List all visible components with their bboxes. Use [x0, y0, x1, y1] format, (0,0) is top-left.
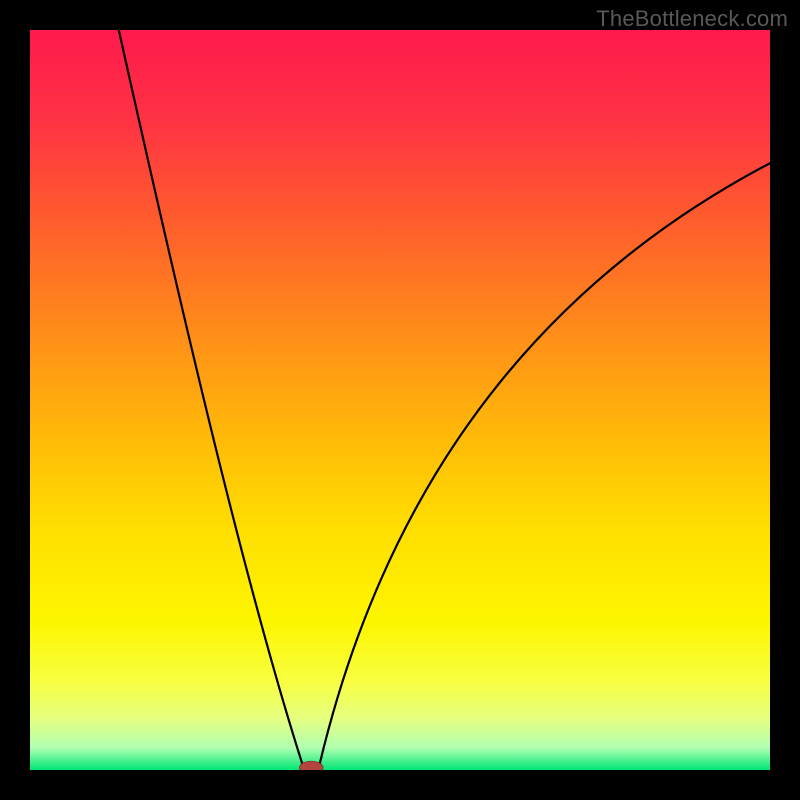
- plot-area: [30, 30, 770, 770]
- watermark-text: TheBottleneck.com: [596, 6, 788, 32]
- chart-frame: TheBottleneck.com: [0, 0, 800, 800]
- plot-svg: [30, 30, 770, 770]
- gradient-background: [30, 30, 770, 770]
